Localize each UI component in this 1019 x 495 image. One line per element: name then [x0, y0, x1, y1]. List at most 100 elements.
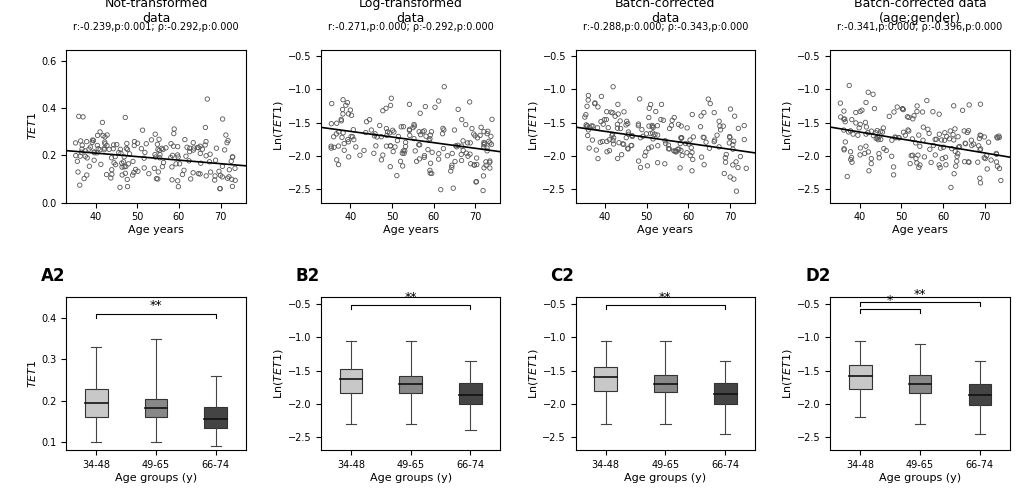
Y-axis label: $\it{TET1}$: $\it{TET1}$	[26, 360, 39, 388]
Point	[96, 146, 112, 153]
Point	[977, 152, 994, 160]
Point	[589, 124, 605, 132]
Point	[579, 122, 595, 130]
Point	[146, 164, 162, 172]
Point	[214, 115, 230, 123]
Point	[83, 143, 99, 151]
Point	[442, 167, 459, 175]
Point	[941, 135, 957, 143]
Point	[677, 140, 693, 148]
Point	[850, 124, 866, 132]
Point	[72, 137, 89, 145]
Point	[660, 145, 677, 153]
Point	[945, 102, 961, 110]
Point	[649, 142, 665, 149]
Point	[395, 123, 412, 131]
Point	[856, 149, 872, 157]
Point	[114, 163, 130, 171]
Point	[605, 134, 622, 142]
Point	[462, 160, 478, 168]
Text: D2: D2	[805, 267, 829, 285]
Point	[341, 106, 358, 114]
Text: C2: C2	[550, 267, 574, 285]
Point	[342, 133, 359, 141]
Point	[699, 95, 715, 103]
Point	[371, 121, 387, 129]
Point	[901, 160, 917, 168]
Point	[640, 145, 656, 152]
Point	[323, 120, 339, 128]
Point	[653, 100, 669, 108]
Point	[945, 170, 961, 178]
Point	[358, 118, 374, 126]
Point	[411, 128, 427, 136]
Point	[672, 164, 688, 172]
Point	[382, 101, 398, 109]
Point	[669, 120, 686, 128]
Point	[887, 134, 903, 142]
Point	[104, 166, 120, 174]
Point	[382, 142, 398, 150]
Point	[990, 134, 1007, 142]
Point	[458, 149, 474, 157]
Text: B1: B1	[296, 0, 320, 3]
Point	[458, 121, 474, 129]
Bar	[848, 365, 871, 389]
Point	[125, 169, 142, 177]
Point	[835, 115, 851, 123]
Point	[933, 155, 950, 163]
Point	[723, 141, 740, 148]
Point	[198, 172, 214, 180]
Point	[926, 151, 943, 159]
Point	[198, 152, 214, 160]
Y-axis label: Ln($\it{TET1}$): Ln($\it{TET1}$)	[526, 348, 539, 399]
Point	[406, 121, 422, 129]
Point	[864, 132, 880, 140]
Point	[155, 146, 171, 153]
Point	[910, 131, 926, 139]
Point	[576, 113, 592, 121]
Text: D1: D1	[805, 0, 829, 3]
Point	[454, 147, 471, 154]
Point	[663, 116, 680, 124]
Point	[105, 145, 121, 152]
Point	[911, 142, 927, 150]
Point	[453, 156, 470, 164]
Point	[192, 170, 208, 178]
Point	[466, 161, 482, 169]
Point	[701, 144, 717, 152]
Point	[192, 142, 208, 150]
Point	[836, 145, 852, 153]
Point	[903, 135, 919, 143]
Point	[578, 123, 594, 131]
Point	[150, 146, 166, 153]
X-axis label: Age groups (y): Age groups (y)	[369, 473, 451, 483]
Point	[674, 151, 690, 159]
Point	[99, 131, 115, 139]
Point	[78, 171, 95, 179]
Point	[988, 134, 1005, 142]
Point	[654, 116, 671, 124]
Point	[673, 134, 689, 142]
Point	[340, 110, 357, 118]
Point	[76, 147, 93, 155]
Point	[836, 146, 852, 154]
Point	[965, 140, 981, 148]
Point	[847, 119, 863, 127]
Point	[611, 125, 628, 133]
Point	[882, 152, 899, 160]
Bar	[459, 383, 481, 404]
Y-axis label: Ln($\it{TET1}$): Ln($\it{TET1}$)	[526, 100, 539, 151]
Point	[96, 144, 112, 152]
Point	[191, 170, 207, 178]
Point	[184, 139, 201, 147]
Point	[880, 112, 897, 120]
Point	[913, 108, 929, 116]
Point	[611, 117, 628, 125]
Point	[918, 97, 934, 104]
Point	[221, 173, 237, 181]
Point	[154, 163, 170, 171]
Point	[620, 130, 636, 138]
Point	[170, 153, 186, 161]
Point	[581, 144, 597, 152]
